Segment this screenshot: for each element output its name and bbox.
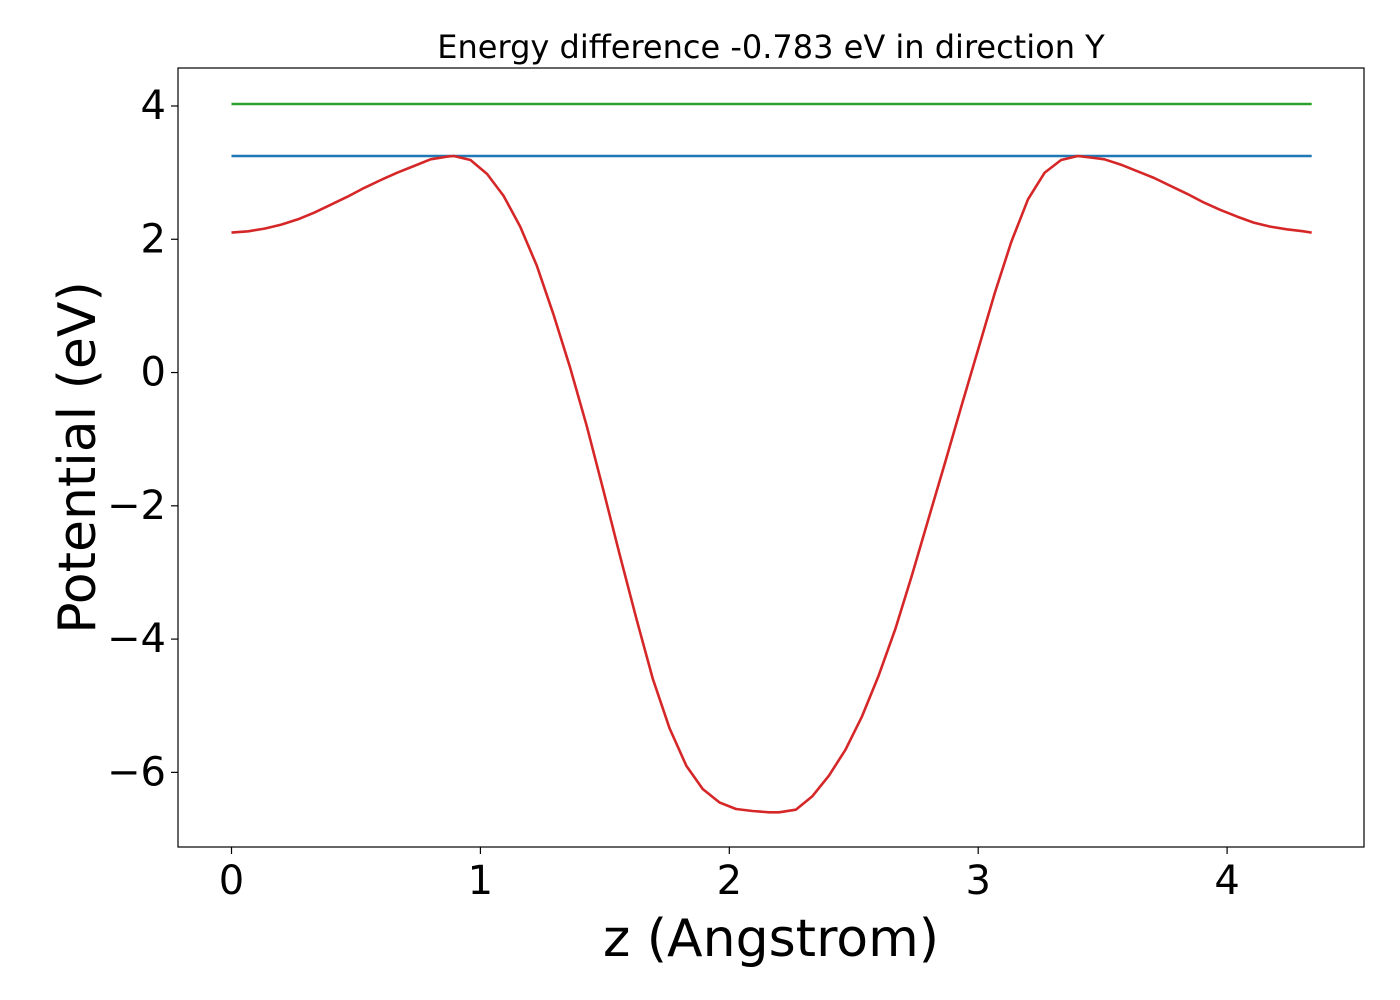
y-axis: −6 −4 −2 0 2 4	[107, 83, 178, 795]
y-tick-label: −2	[107, 483, 166, 529]
y-axis-label: Potential (eV)	[48, 281, 108, 633]
x-tick-label: 3	[965, 858, 990, 904]
y-tick-label: 4	[141, 83, 166, 129]
y-tick-label: −4	[107, 616, 166, 662]
x-tick-label: 1	[468, 858, 493, 904]
plot-frame	[177, 67, 1365, 848]
x-tick-label: 2	[717, 858, 742, 904]
series-layer	[231, 102, 1312, 814]
series-line-3	[231, 154, 1312, 814]
x-tick-label: 4	[1214, 858, 1239, 904]
chart-title: Energy difference -0.783 eV in direction…	[437, 28, 1105, 66]
y-tick-label: 0	[141, 350, 166, 396]
x-tick-label: 0	[219, 858, 244, 904]
y-tick-label: 2	[141, 216, 166, 262]
x-axis-label: z (Angstrom)	[603, 909, 939, 969]
y-tick-label: −6	[107, 749, 166, 795]
x-axis: 0 1 2 3 4	[219, 847, 1240, 904]
